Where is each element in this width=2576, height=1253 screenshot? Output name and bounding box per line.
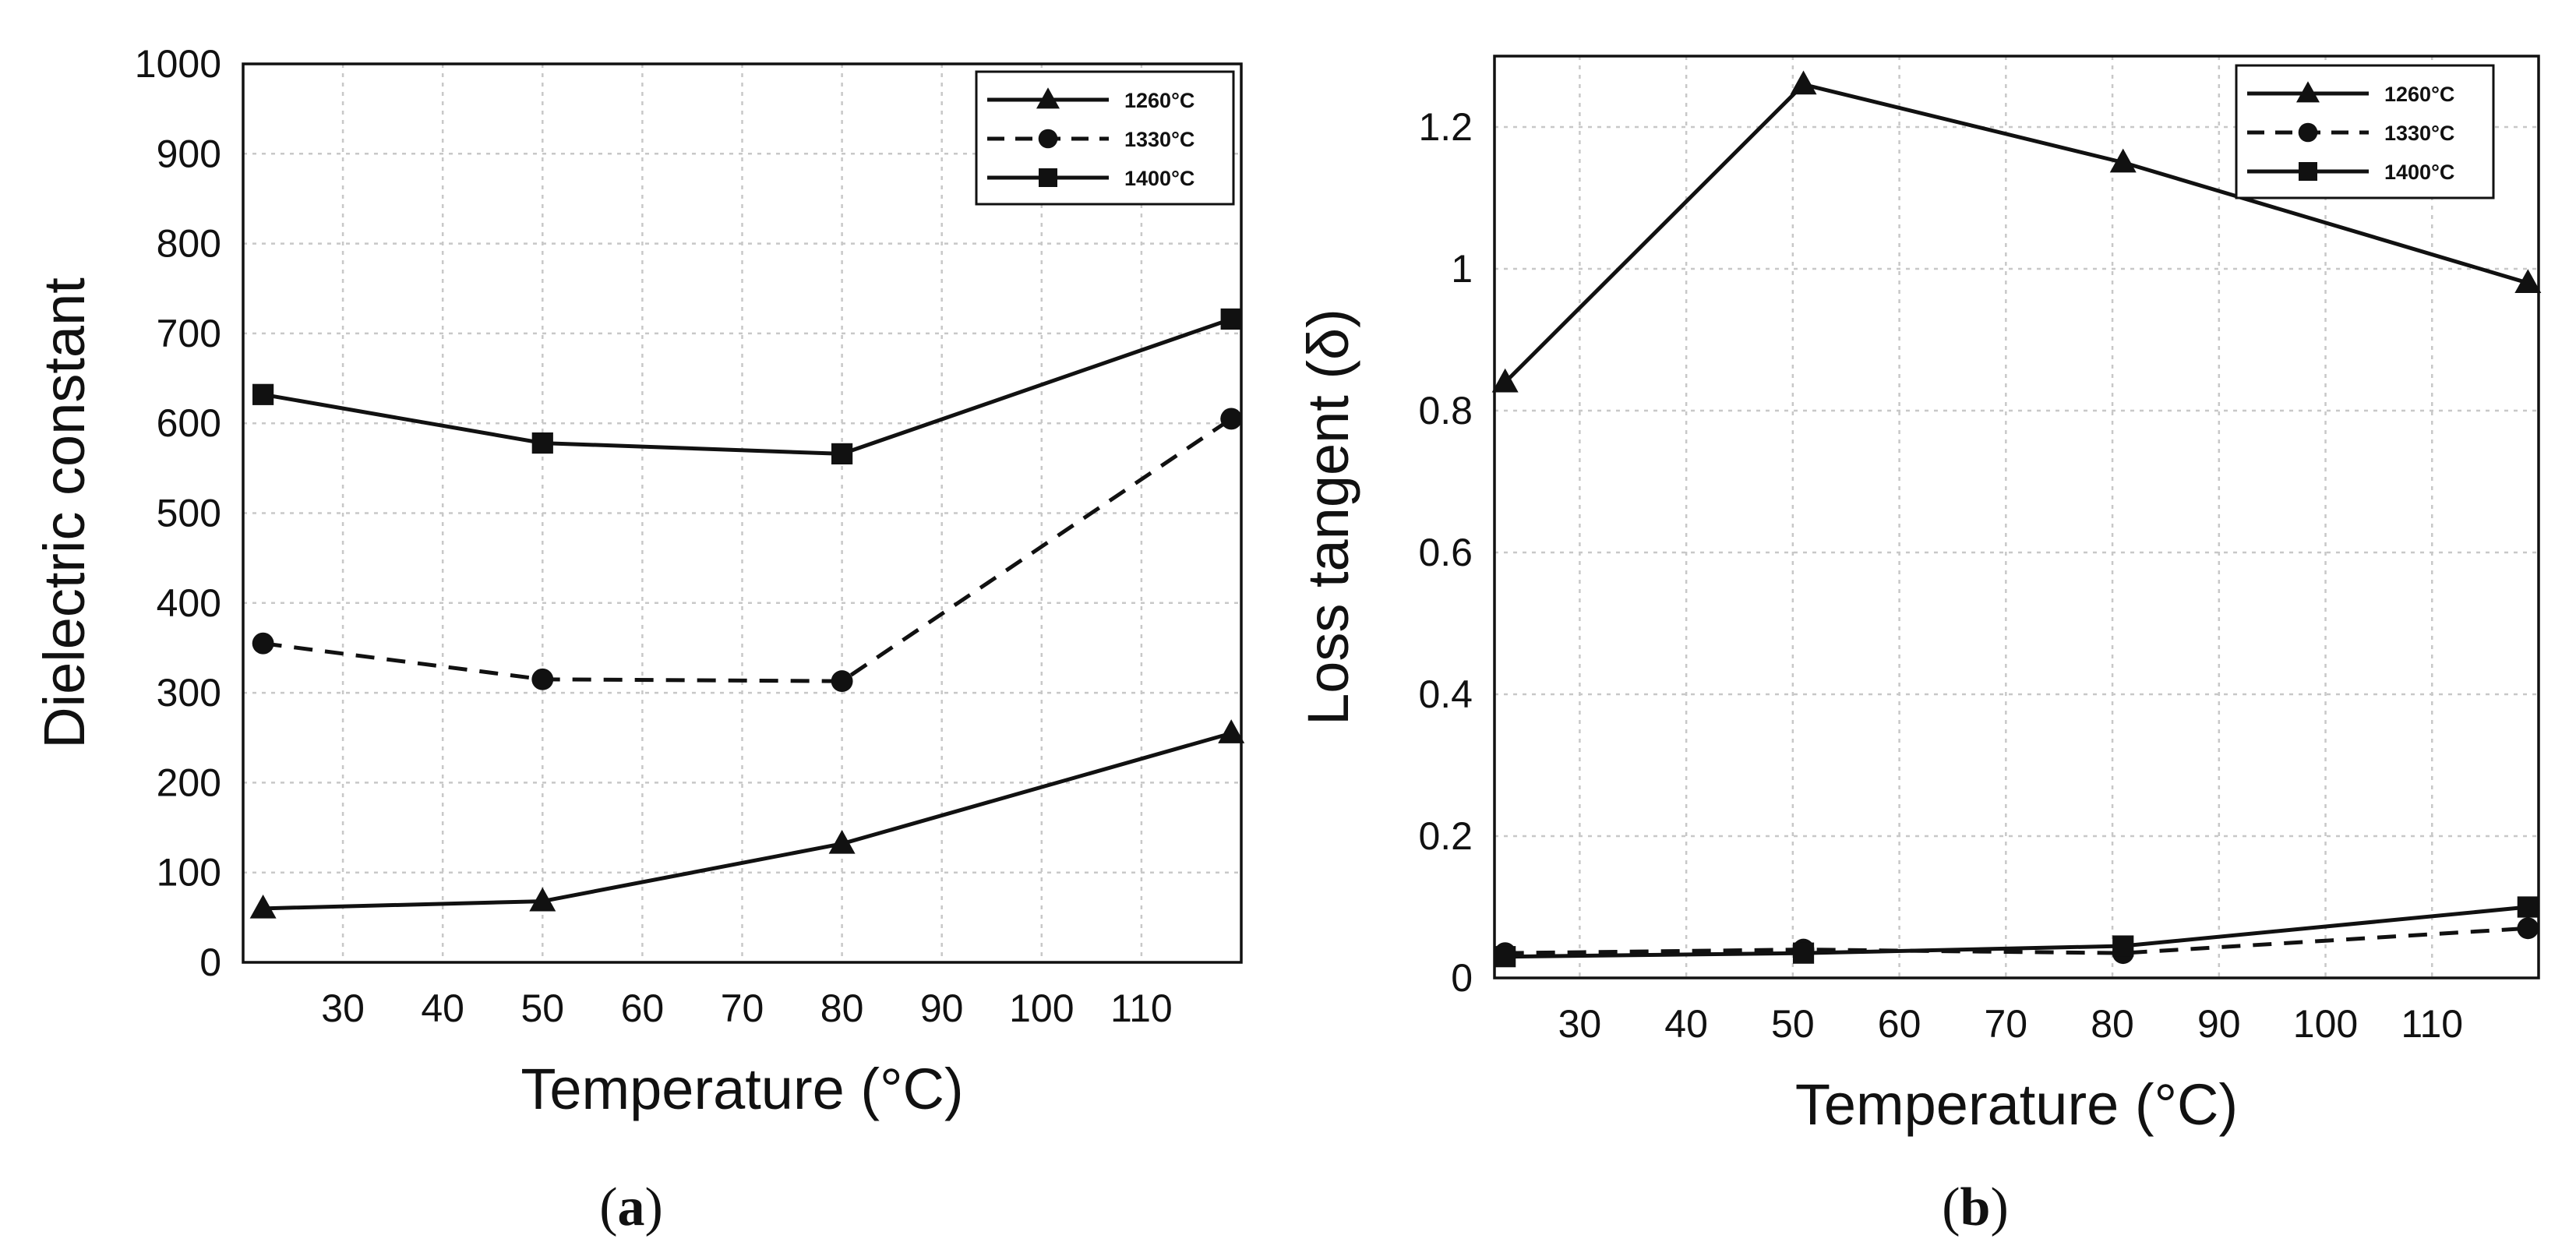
- y-tick-label: 0.8: [1418, 389, 1473, 432]
- y-tick-label: 900: [157, 132, 221, 175]
- legend-label: 1330°C: [1124, 128, 1194, 151]
- legend-marker: [2299, 162, 2317, 181]
- y-tick-label: 0.2: [1418, 814, 1473, 858]
- legend-label: 1260°C: [1124, 89, 1194, 112]
- y-tick-label: 400: [157, 581, 221, 625]
- data-point: [1218, 719, 1245, 743]
- legend-marker: [2298, 122, 2318, 143]
- y-tick-label: 600: [157, 401, 221, 445]
- y-tick-label: 0: [199, 941, 221, 984]
- legend: 1260°C 1330°C 1400°C: [2235, 64, 2495, 199]
- y-tick-label: 200: [157, 761, 221, 804]
- legend-label: 1330°C: [2384, 122, 2454, 145]
- series-line-3: [1505, 905, 2528, 959]
- x-tick-label: 100: [2293, 1002, 2358, 1046]
- x-tick-label: 80: [2091, 1002, 2134, 1046]
- x-axis-title: Temperature (°C): [520, 1057, 963, 1121]
- x-tick-label: 110: [2401, 1002, 2463, 1046]
- data-point: [2517, 896, 2539, 918]
- x-tick-label: 30: [321, 987, 365, 1030]
- series-line-1: [1503, 82, 2529, 384]
- data-point: [1792, 942, 1815, 964]
- data-point: [529, 887, 556, 912]
- x-tick-label: 30: [1558, 1002, 1602, 1046]
- y-tick-label: 0.4: [1418, 672, 1473, 716]
- x-tick-label: 40: [1664, 1002, 1708, 1046]
- data-point: [249, 894, 277, 919]
- y-tick-label: 1000: [135, 42, 221, 86]
- y-tick-label: 0: [1451, 956, 1473, 1000]
- y-axis-title: Dielectric constant: [32, 277, 97, 749]
- y-tick-label: 300: [157, 671, 221, 715]
- series-line-3: [263, 317, 1233, 456]
- legend-marker: [1038, 129, 1058, 149]
- panel-a-label: (a): [599, 1177, 663, 1237]
- legend-marker: [2296, 81, 2320, 103]
- data-point: [831, 670, 853, 693]
- legend-label: 1260°C: [2384, 83, 2454, 106]
- y-tick-label: 100: [157, 851, 221, 895]
- x-tick-label: 70: [721, 987, 764, 1030]
- panel-b-chart: 30 40 50 60 70 80 90 100 110 0 0.2 0.4 0.6 0.8 1 1.2 Tem…: [1296, 55, 2542, 1137]
- legend-marker: [1039, 168, 1057, 187]
- x-tick-label: 90: [920, 987, 964, 1030]
- axes-frame: [242, 62, 1243, 964]
- plot-area: [1494, 56, 2539, 978]
- data-point: [1494, 946, 1516, 968]
- legend-marker: [1036, 87, 1060, 109]
- x-axis-title: Temperature (°C): [1795, 1072, 2238, 1137]
- x-tick-label: 110: [1110, 987, 1173, 1030]
- data-point: [1790, 70, 1817, 95]
- series-line-2: [1505, 926, 2528, 955]
- data-point: [2514, 269, 2542, 294]
- data-point: [531, 432, 553, 454]
- y-tick-label: 1: [1451, 247, 1473, 291]
- x-tick-label: 80: [820, 987, 864, 1030]
- data-point: [2109, 148, 2137, 173]
- legend: 1260°C 1330°C 1400°C: [975, 70, 1235, 206]
- x-tick-label: 60: [1878, 1002, 1921, 1046]
- y-tick-label: 1.2: [1418, 105, 1473, 149]
- x-tick-label: 60: [621, 987, 665, 1030]
- data-point: [1220, 308, 1242, 330]
- x-tick-label: 50: [1771, 1002, 1815, 1046]
- data-point: [828, 829, 856, 854]
- data-point: [1491, 368, 1519, 393]
- data-point: [252, 383, 274, 405]
- data-point: [2112, 935, 2134, 957]
- series-line-1: [263, 731, 1232, 911]
- data-point: [2517, 917, 2539, 940]
- series-line-2: [263, 417, 1233, 683]
- x-tick-label: 40: [421, 987, 464, 1030]
- axes-frame: [1493, 55, 2540, 979]
- data-point: [831, 443, 853, 465]
- legend-label: 1400°C: [2384, 161, 2454, 184]
- y-tick-label: 0.6: [1418, 531, 1473, 574]
- data-point: [252, 632, 274, 655]
- data-point: [1220, 408, 1243, 430]
- panel-b-label: (b): [1942, 1177, 2009, 1237]
- y-tick-label: 500: [157, 492, 221, 535]
- y-tick-label: 700: [157, 312, 221, 355]
- x-tick-label: 50: [520, 987, 564, 1030]
- data-point: [531, 668, 554, 690]
- x-tick-label: 70: [1985, 1002, 2028, 1046]
- x-tick-label: 90: [2197, 1002, 2241, 1046]
- legend-label: 1400°C: [1124, 167, 1194, 190]
- x-tick-label: 100: [1009, 987, 1074, 1030]
- y-axis-title: Loss tangent (δ): [1296, 309, 1360, 725]
- y-tick-label: 800: [157, 222, 221, 266]
- panel-a-chart: 30 40 50 60 70 80 90 100 110 0 100 200 300 400 500 600 7…: [32, 42, 1245, 1121]
